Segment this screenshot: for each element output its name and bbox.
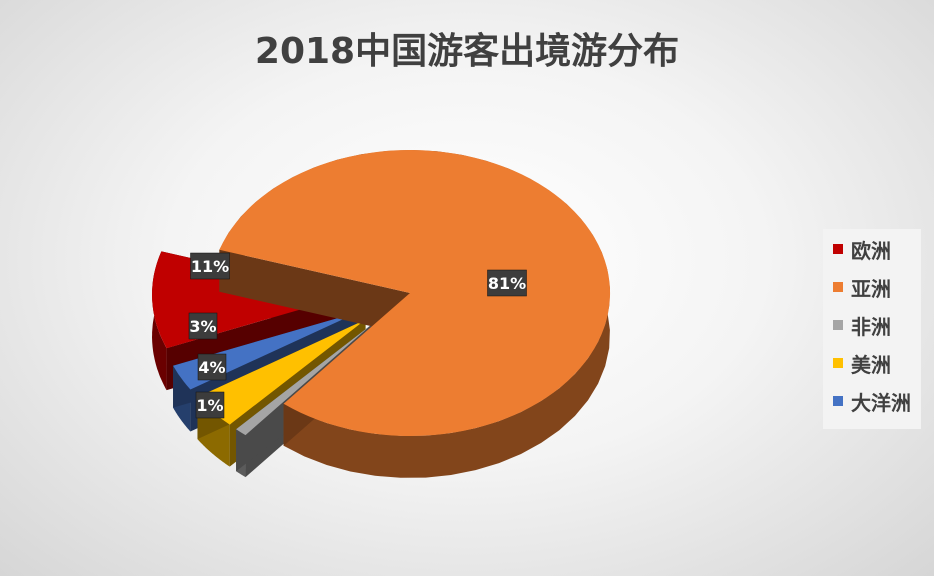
legend-item: 美洲 [833,348,891,378]
slice-cut-oceania-1 [173,312,359,408]
legend-swatch [833,320,843,330]
slice-top-asia [219,150,611,437]
data-label-text-oceania: 3% [189,317,216,336]
legend: 欧洲亚洲非洲美洲大洋洲 [823,229,921,429]
data-label-americas: 4% [197,353,227,381]
slice-top-africa [236,324,372,436]
legend-label: 大洋洲 [851,390,911,415]
legend-swatch [833,244,843,254]
legend-swatch [833,358,843,368]
legend-label: 美洲 [851,352,891,377]
legend-swatch [833,282,843,292]
legend-label: 非洲 [851,314,891,339]
slice-top-americas [197,319,366,425]
data-label-oceania: 3% [188,312,218,340]
legend-item: 欧洲 [833,234,891,264]
chart-title: 2018中国游客出境游分布 [254,31,680,72]
data-label-europe: 11% [190,252,230,280]
legend-label: 亚洲 [851,276,891,301]
slice-asia [219,150,611,478]
legend-item: 非洲 [833,310,891,340]
data-label-text-europe: 11% [191,257,229,276]
data-label-text-africa: 1% [196,396,223,415]
data-label-text-americas: 4% [198,358,225,377]
data-label-asia: 81% [487,269,527,297]
legend-item: 大洋洲 [833,386,911,416]
data-label-africa: 1% [195,391,225,419]
legend-swatch [833,396,843,406]
legend-item: 亚洲 [833,272,891,302]
data-label-text-asia: 81% [488,274,526,293]
slice-cut-asia-0 [219,249,410,335]
legend-label: 欧洲 [851,238,891,263]
